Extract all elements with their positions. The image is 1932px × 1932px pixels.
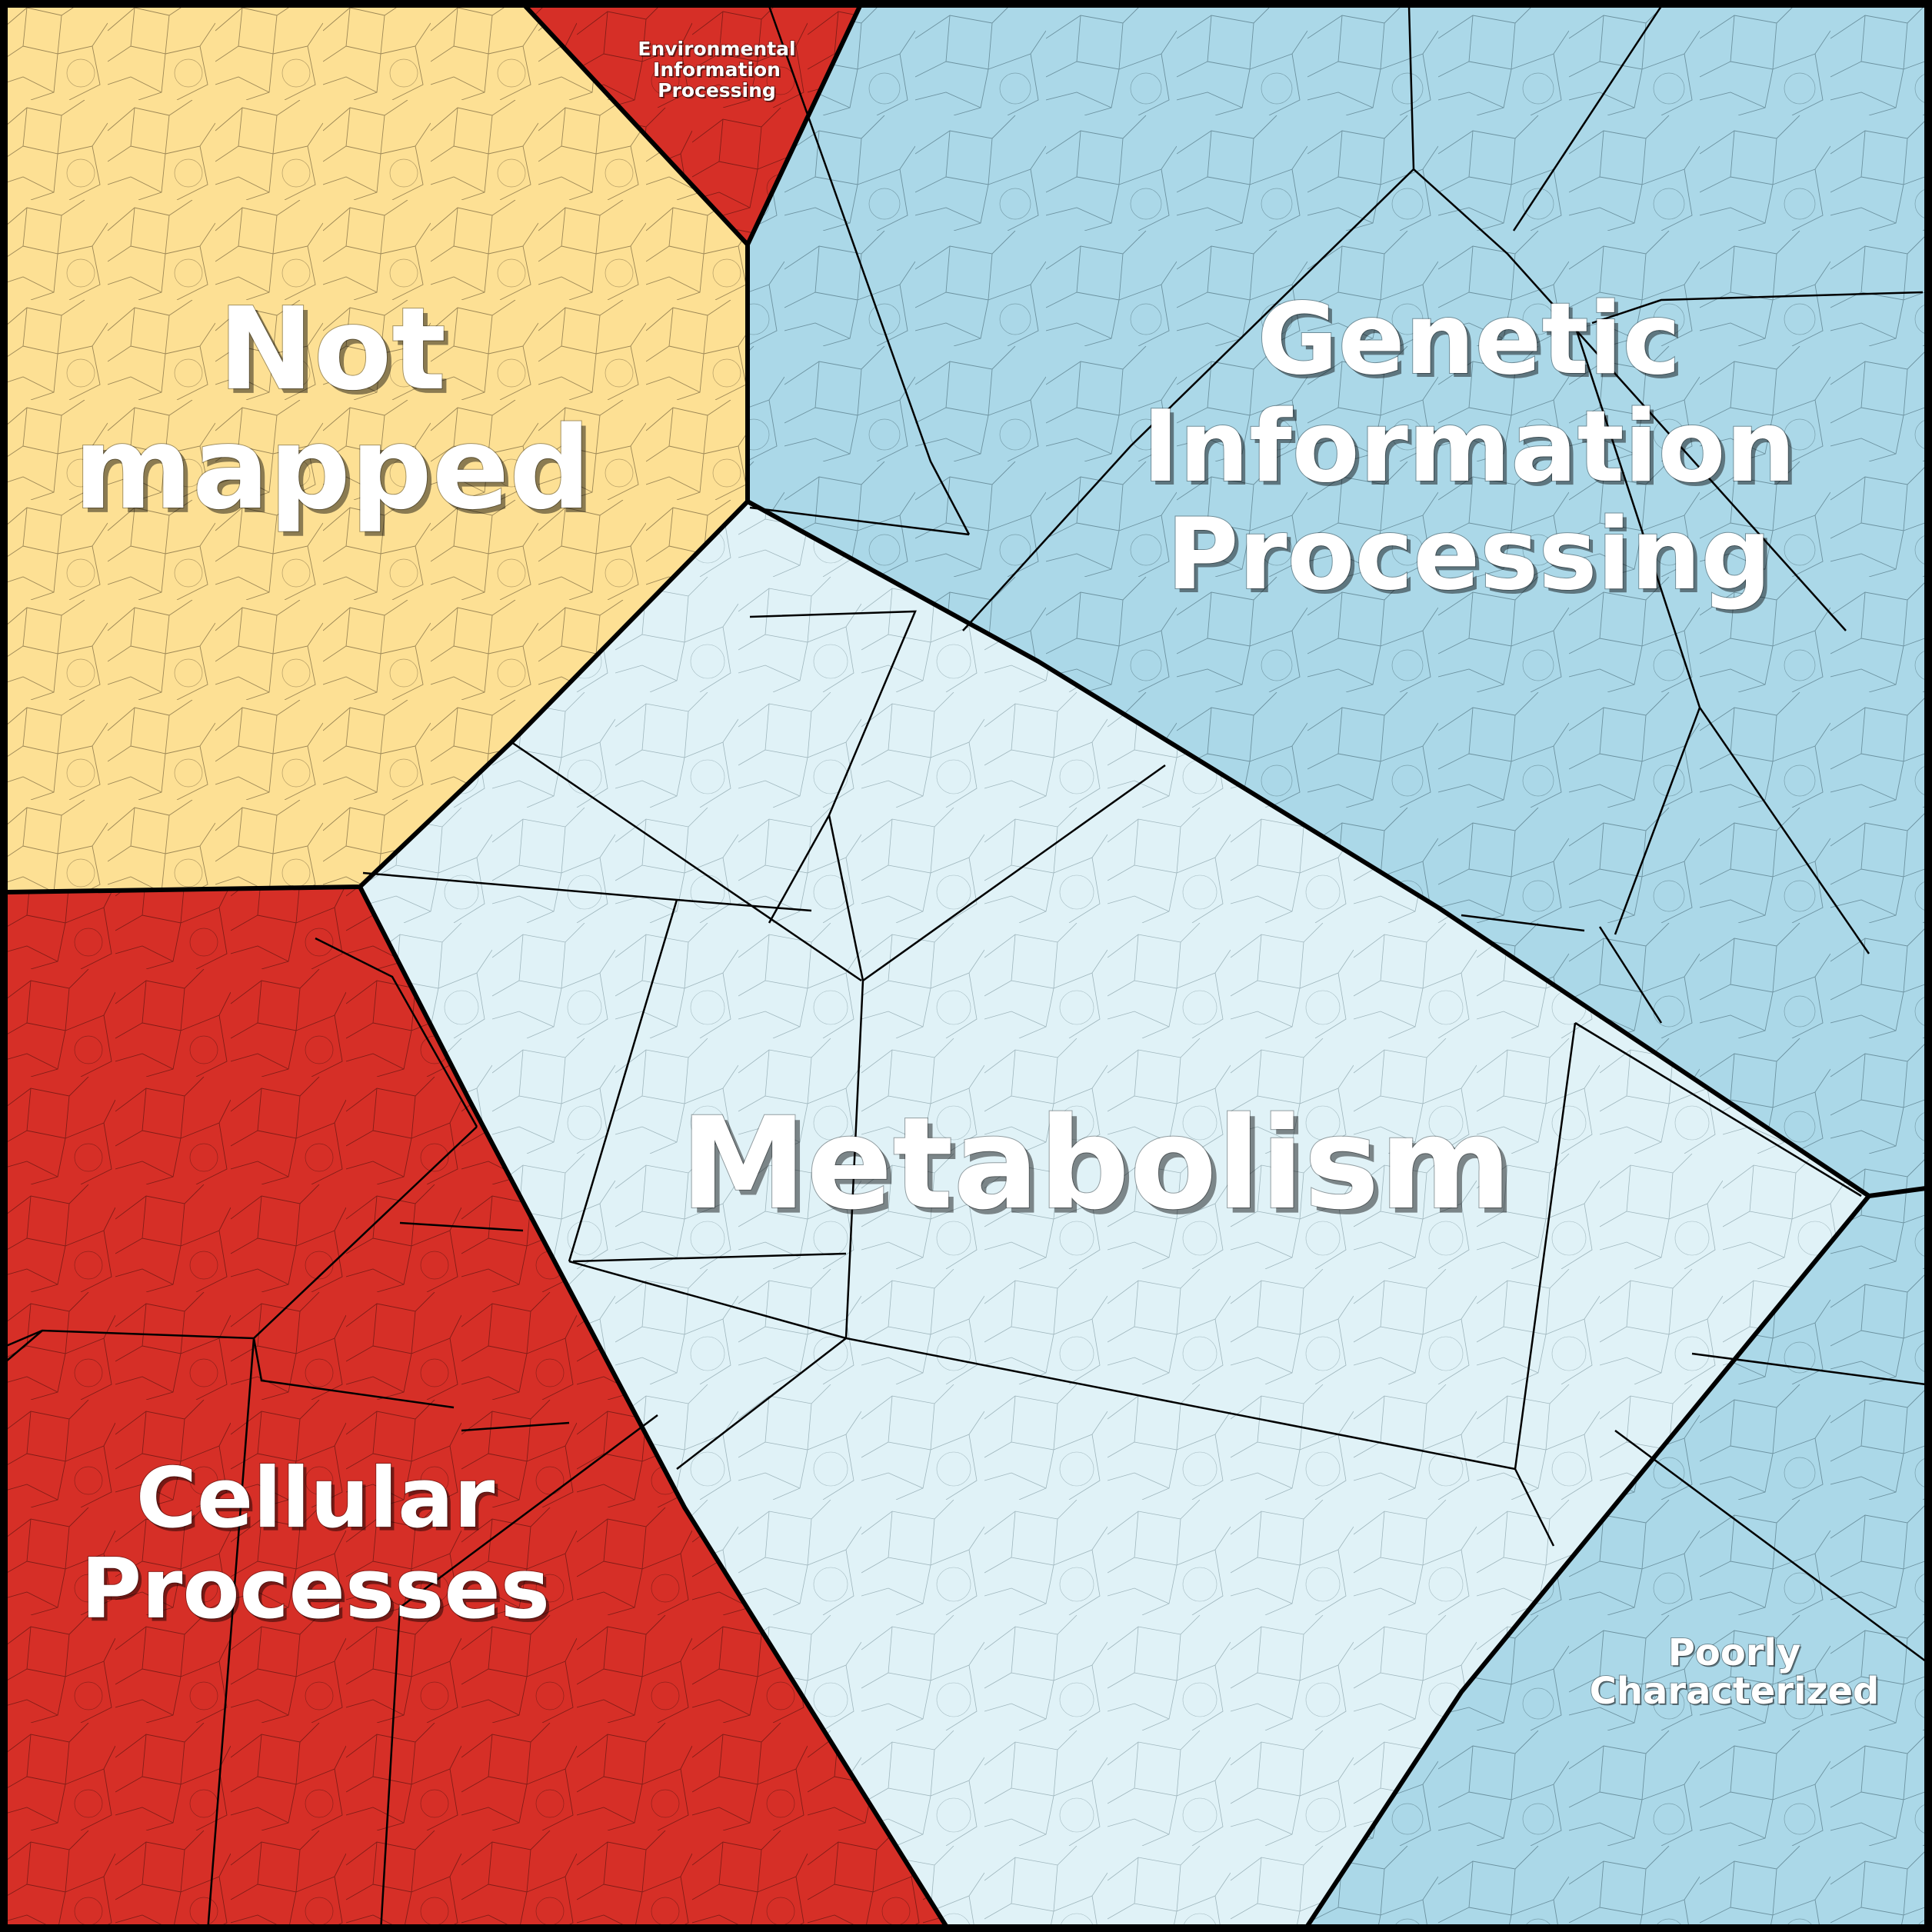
label-line: Characterized (1590, 1670, 1880, 1713)
label-shadow-line: Genetic (1261, 286, 1685, 401)
label-line: Not (218, 283, 446, 415)
label-shadow-line: Processing (659, 81, 778, 103)
label-shadow-line: Information (1146, 394, 1799, 508)
label-line: Metabolism (680, 1090, 1511, 1237)
label-line: Genetic (1257, 282, 1681, 397)
label-line: mapped (74, 402, 591, 535)
label-shadow-line: Processes (84, 1544, 553, 1641)
region-cellular-processes (6, 887, 946, 1926)
region-genetic-information-processing (748, 6, 1926, 1196)
label-shadow-line: Poorly (1670, 1633, 1803, 1676)
label-shadow-line: Environmental (639, 39, 797, 62)
label-environmental-information-processing: EnvironmentalEnvironmentalInformationInf… (637, 37, 797, 103)
label-line: Cellular (136, 1451, 495, 1547)
label-line: Information (653, 58, 781, 81)
label-line: Environmental (638, 38, 795, 60)
label-shadow-line: mapped (78, 407, 595, 539)
label-line: Processing (1167, 498, 1772, 612)
label-shadow-line: Characterized (1591, 1671, 1881, 1714)
label-shadow-line: Processing (1171, 501, 1776, 616)
region-poorly-characterized (1307, 1188, 1926, 1926)
region-metabolism (360, 501, 1869, 1926)
sub-category-borders (5, 5, 1927, 1932)
region-environmental-information-processing (525, 6, 860, 245)
label-line: Poorly (1668, 1631, 1801, 1674)
main-category-borders (5, 4, 1927, 1927)
label-line: Processes (81, 1541, 550, 1637)
region-not-mapped (6, 6, 748, 892)
label-shadow-line: Not (223, 288, 451, 420)
label-shadow-line: Information (655, 60, 782, 82)
label-genetic-information-processing: GeneticGeneticInformationInformationProc… (1141, 281, 1799, 616)
label-line: Processing (658, 79, 776, 102)
label-shadow-line: Metabolism (685, 1095, 1517, 1243)
regions (6, 6, 1926, 1926)
label-line: Information (1142, 390, 1795, 505)
label-shadow-line: Cellular (139, 1454, 498, 1550)
